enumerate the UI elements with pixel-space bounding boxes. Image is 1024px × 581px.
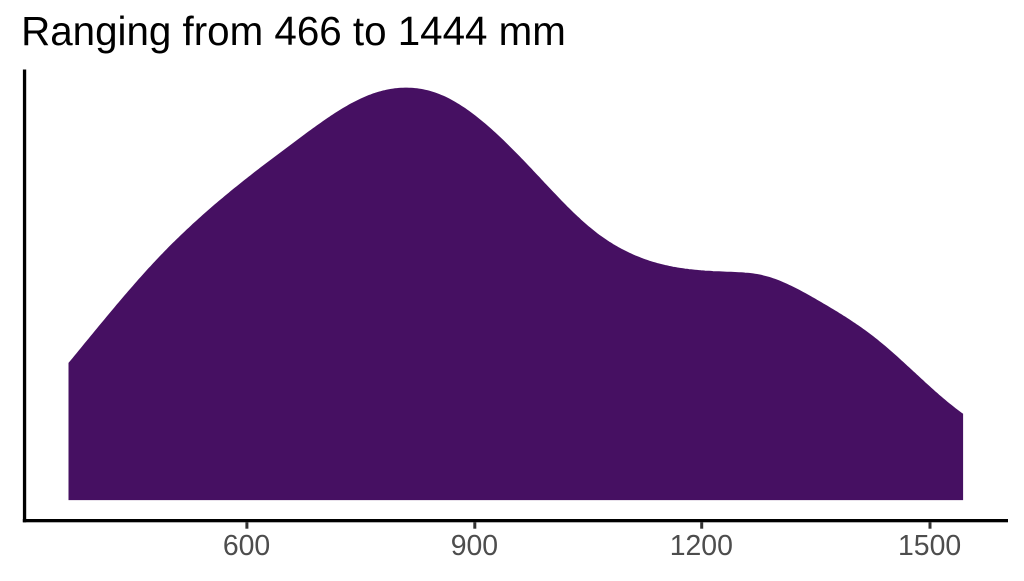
svg-text:1500: 1500 [898, 530, 961, 562]
svg-text:900: 900 [451, 530, 498, 562]
svg-text:600: 600 [223, 530, 270, 562]
svg-text:1200: 1200 [670, 530, 733, 562]
svg-text:Ranging from 466 to 1444 mm: Ranging from 466 to 1444 mm [21, 8, 566, 54]
